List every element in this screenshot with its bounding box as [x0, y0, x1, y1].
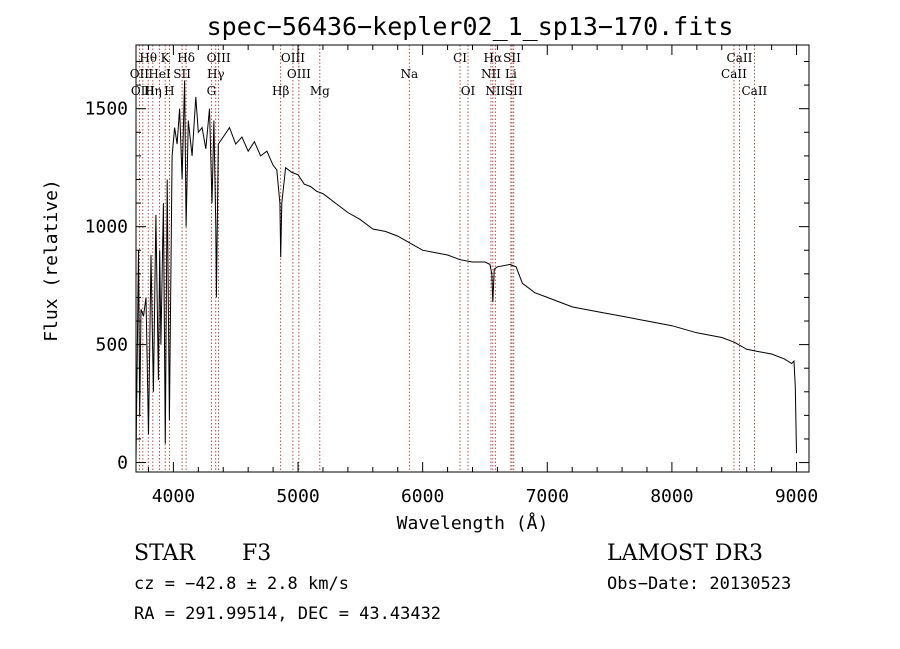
spectral-line-label: G	[207, 84, 217, 98]
spectral-line-label: OIII	[131, 84, 155, 98]
y-axis-label: Flux (relative)	[41, 179, 62, 342]
plot-frame	[135, 44, 810, 473]
redshift-info: cz = −42.8 ± 2.8 km/s	[134, 574, 349, 594]
x-axis-ticks: 4000 5000 6000 7000 8000 9000	[147, 45, 818, 507]
spectral-line-label: Hβ	[272, 84, 289, 98]
spectral-line-label: OIII	[281, 51, 305, 65]
spectral-line-label: Hδ	[177, 51, 195, 65]
y-axis-ticks: 0 500 1000 1500	[85, 61, 809, 474]
spectral-line-label: SII	[505, 84, 523, 98]
spectral-line-label: Li	[505, 67, 517, 81]
spectral-line-label: CaII	[727, 51, 753, 65]
x-tick-label: 8000	[650, 486, 693, 507]
spectral-line-label: Na	[400, 67, 418, 81]
spectrum-series-line	[135, 80, 797, 461]
spectral-line-label: OIII	[207, 51, 231, 65]
spectral-line-label: Hθ	[139, 51, 157, 65]
spectral-line-label: Hγ	[207, 67, 225, 81]
spectral-line-label: OI	[461, 84, 476, 98]
spectral-line-label: CaII	[721, 67, 747, 81]
spectral-line-label: Hη	[144, 84, 162, 98]
y-tick-label: 0	[117, 453, 128, 474]
chart-title: spec−56436−kepler02_1_sp13−170.fits	[207, 12, 734, 41]
spectral-line-label: K	[161, 51, 171, 65]
y-tick-label: 1500	[85, 99, 128, 120]
x-tick-label: 6000	[401, 486, 444, 507]
y-tick-label: 1000	[85, 217, 128, 238]
survey-name: LAMOST DR3	[607, 541, 763, 566]
spectral-line-label: SII	[503, 51, 521, 65]
spectral-line-label: Hα	[484, 51, 503, 65]
spectral-line-label: CI	[453, 51, 467, 65]
spectral-line-label: Mg	[310, 84, 330, 98]
spectral-line-label: NII	[481, 67, 501, 81]
spectral-line-label: SII	[173, 67, 191, 81]
spectral-line-label: NII	[485, 84, 505, 98]
x-axis-label: Wavelength (Å)	[397, 512, 549, 534]
coordinates-info: RA = 291.99514, DEC = 43.43432	[134, 604, 441, 624]
spectral-line-label: HeI	[148, 67, 171, 81]
observation-date: Obs−Date: 20130523	[607, 574, 791, 594]
spectral-line-label: OII	[130, 67, 150, 81]
object-type: STAR	[134, 541, 196, 566]
spectral-line-label: CaII	[741, 84, 767, 98]
x-tick-label: 5000	[276, 486, 319, 507]
spectral-line-label: H	[164, 84, 174, 98]
x-tick-label: 9000	[775, 486, 818, 507]
spectral-line-markers	[138, 45, 755, 472]
x-tick-label: 7000	[526, 486, 569, 507]
x-tick-label: 4000	[152, 486, 195, 507]
object-subclass: F3	[242, 541, 271, 566]
y-tick-label: 500	[95, 335, 128, 356]
spectral-line-label: OIII	[287, 67, 311, 81]
